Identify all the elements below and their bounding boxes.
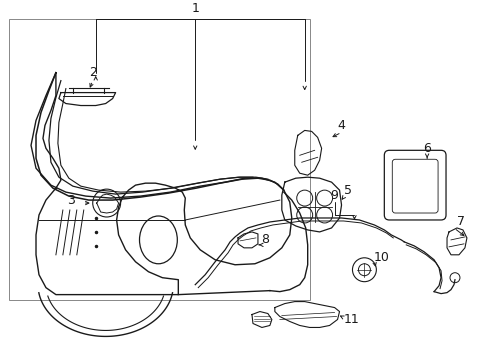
Text: 9: 9 [330,189,338,202]
Text: 3: 3 [67,194,75,207]
Text: 5: 5 [343,184,351,197]
Text: 4: 4 [337,119,345,132]
Text: 6: 6 [422,142,430,155]
Text: 8: 8 [261,233,268,246]
Text: 7: 7 [456,216,464,229]
Bar [9,19,309,300]
Text: 2: 2 [89,66,97,79]
Text: 1: 1 [191,3,199,15]
Text: 10: 10 [373,251,388,264]
Text: 11: 11 [343,313,359,326]
